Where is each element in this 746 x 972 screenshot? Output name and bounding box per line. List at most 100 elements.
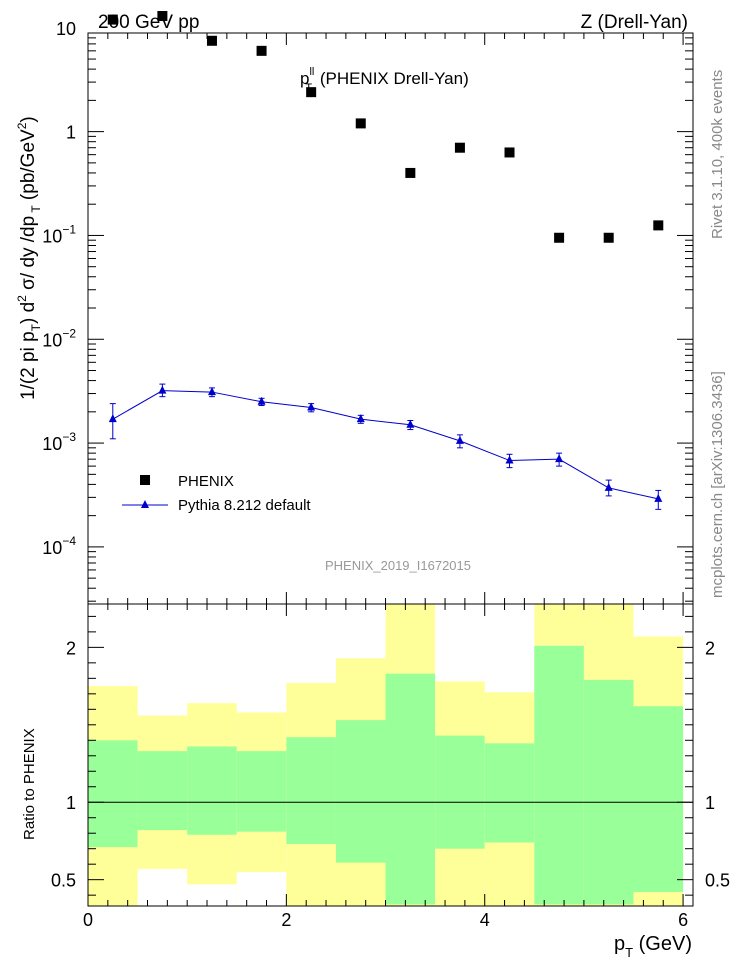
- model-point: [455, 435, 464, 444]
- model-line: [112, 390, 659, 500]
- y-tick-base: 10: [42, 330, 62, 350]
- y-tick-exp: −1: [62, 222, 76, 236]
- data-point: [306, 87, 317, 98]
- y-tick-base: 10: [42, 434, 62, 454]
- ylabel-part-4: σ/ dy /dp: [18, 216, 39, 295]
- ratio-tick-label: 2: [66, 638, 76, 658]
- mcplots-label: mcplots.cern.ch [arXiv:1306.3436]: [709, 371, 726, 598]
- header-right: Z (Drell-Yan): [581, 12, 688, 33]
- data-series: [107, 10, 664, 243]
- x-tick-label: 0: [83, 910, 93, 930]
- y-tick-exp: −3: [62, 430, 76, 444]
- xlabel-sub: T: [625, 945, 633, 960]
- ylabel-part-5: T: [29, 205, 43, 216]
- ratio-tick-label-right: 0.5: [705, 871, 730, 891]
- ylabel-part-2: ) d: [18, 302, 39, 324]
- model-point: [654, 493, 663, 502]
- model-point: [108, 414, 117, 423]
- data-point: [355, 118, 366, 129]
- header-left: 200 GeV pp: [98, 12, 199, 33]
- data-point: [454, 142, 465, 153]
- data-point: [554, 232, 565, 243]
- ratio-tick-label-right: 2: [705, 638, 715, 658]
- legend-phenix-label: PHENIX: [178, 473, 234, 490]
- ylabel-part-1: T: [29, 323, 43, 331]
- x-axis-label: pT (GeV): [614, 933, 692, 960]
- model-point: [158, 385, 167, 394]
- legend-pythia-label: Pythia 8.212 default: [178, 497, 311, 514]
- y-tick-label: 10−2: [42, 326, 76, 350]
- ratio-band-green: [137, 751, 188, 831]
- data-point: [504, 147, 515, 158]
- model-point: [505, 455, 514, 464]
- y-tick-label: 10−3: [42, 430, 76, 454]
- ylabel-part-8: ): [18, 116, 39, 122]
- ratio-band-green: [187, 746, 237, 835]
- data-point: [107, 14, 118, 25]
- y-tick-label: 1: [66, 123, 76, 143]
- y-tick-base: 10: [42, 538, 62, 558]
- data-point: [157, 10, 168, 21]
- watermark: PHENIX_2019_I1672015: [325, 558, 471, 573]
- model-point: [257, 396, 266, 405]
- xlabel-rest: (GeV): [633, 933, 692, 955]
- main-plot-frame: [87, 32, 694, 605]
- plot-title-p: p: [300, 69, 309, 88]
- data-point: [405, 167, 416, 178]
- data-point: [653, 220, 664, 231]
- ratio-band-green: [88, 740, 138, 848]
- model-point: [406, 419, 415, 428]
- rivet-label: Rivet 3.1.10, 400k events: [709, 70, 726, 239]
- model-point: [604, 482, 613, 491]
- ratio-band-white: [187, 884, 237, 906]
- ratio-tick-label: 1: [66, 793, 76, 813]
- ratio-band-green: [484, 743, 535, 843]
- data-point: [603, 232, 614, 243]
- y-tick-base: 1: [66, 123, 76, 143]
- ylabel-part-6: (pb/GeV: [18, 129, 39, 205]
- model-series: [108, 383, 663, 510]
- y-tick-exp: −2: [62, 326, 76, 340]
- plot-title: pllT (PHENIX Drell-Yan): [300, 66, 469, 94]
- plot-title-sup: ll: [309, 66, 314, 78]
- ratio-band-white: [137, 868, 188, 906]
- y-tick-base: 10: [42, 226, 62, 246]
- x-tick-label: 6: [678, 910, 688, 930]
- data-point: [206, 35, 217, 46]
- ylabel-part-3: 2: [15, 295, 29, 302]
- ratio-band-green: [335, 720, 386, 863]
- legend-pythia-marker: [141, 500, 149, 508]
- model-point: [307, 402, 316, 411]
- ratio-band-green: [633, 706, 684, 893]
- ratio-tick-label: 0.5: [51, 871, 76, 891]
- y-tick-label: 10: [56, 19, 76, 39]
- y-tick-exp: −4: [62, 534, 76, 548]
- y-tick-label: 10−1: [42, 222, 76, 246]
- model-point: [356, 414, 365, 423]
- ratio-band-white: [236, 871, 287, 906]
- model-point: [555, 454, 564, 463]
- legend-phenix-marker: [140, 475, 150, 485]
- ratio-band-green: [286, 737, 336, 845]
- ratio-band-green: [435, 735, 485, 849]
- ratio-band-green: [385, 673, 436, 905]
- ratio-bands: [88, 604, 693, 906]
- x-tick-label: 2: [281, 910, 291, 930]
- xlabel-p: p: [614, 933, 625, 955]
- ratio-band-green: [236, 751, 287, 832]
- plot-title-rest: (PHENIX Drell-Yan): [315, 69, 469, 88]
- ylabel-part-7: 2: [15, 122, 29, 129]
- ratio-plot-frame: [87, 603, 694, 907]
- legend: PHENIX Pythia 8.212 default: [122, 473, 311, 514]
- y-tick-label: 10−4: [42, 534, 76, 558]
- x-tick-label: 4: [480, 910, 490, 930]
- y-axis-label: 1/(2 pi pT) d2 σ/ dy /dp T (pb/GeV2): [15, 116, 43, 400]
- ratio-band-green: [583, 679, 634, 905]
- ylabel-part-0: 1/(2 pi p: [18, 331, 39, 400]
- ratio-tick-label-right: 1: [705, 793, 715, 813]
- model-point: [207, 387, 216, 396]
- ratio-band-green: [534, 645, 584, 905]
- data-point: [256, 45, 267, 56]
